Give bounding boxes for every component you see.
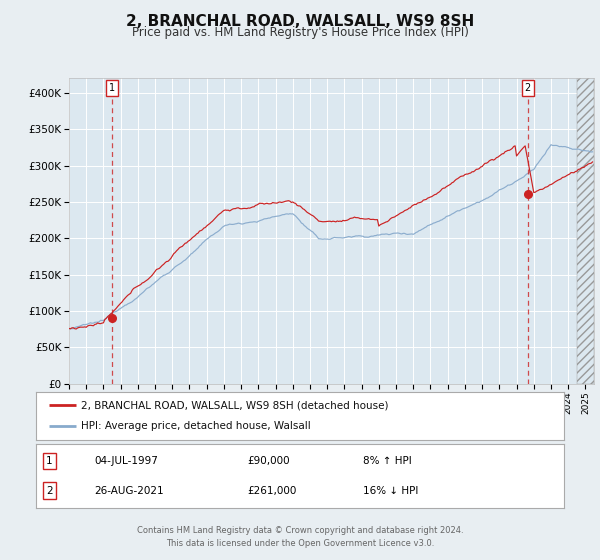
Text: Contains HM Land Registry data © Crown copyright and database right 2024.
This d: Contains HM Land Registry data © Crown c… [137,526,463,548]
Text: 16% ↓ HPI: 16% ↓ HPI [364,486,419,496]
Text: 2, BRANCHAL ROAD, WALSALL, WS9 8SH: 2, BRANCHAL ROAD, WALSALL, WS9 8SH [126,14,474,29]
Text: 2: 2 [524,83,531,93]
Text: 04-JUL-1997: 04-JUL-1997 [94,456,158,466]
Text: HPI: Average price, detached house, Walsall: HPI: Average price, detached house, Wals… [81,421,311,431]
Text: 26-AUG-2021: 26-AUG-2021 [94,486,164,496]
Text: Price paid vs. HM Land Registry's House Price Index (HPI): Price paid vs. HM Land Registry's House … [131,26,469,39]
Text: 2, BRANCHAL ROAD, WALSALL, WS9 8SH (detached house): 2, BRANCHAL ROAD, WALSALL, WS9 8SH (deta… [81,400,388,410]
Text: £261,000: £261,000 [247,486,296,496]
Text: 8% ↑ HPI: 8% ↑ HPI [364,456,412,466]
Text: 1: 1 [46,456,53,466]
Bar [577,78,594,384]
Text: 2: 2 [46,486,53,496]
Text: 1: 1 [109,83,115,93]
Text: £90,000: £90,000 [247,456,290,466]
